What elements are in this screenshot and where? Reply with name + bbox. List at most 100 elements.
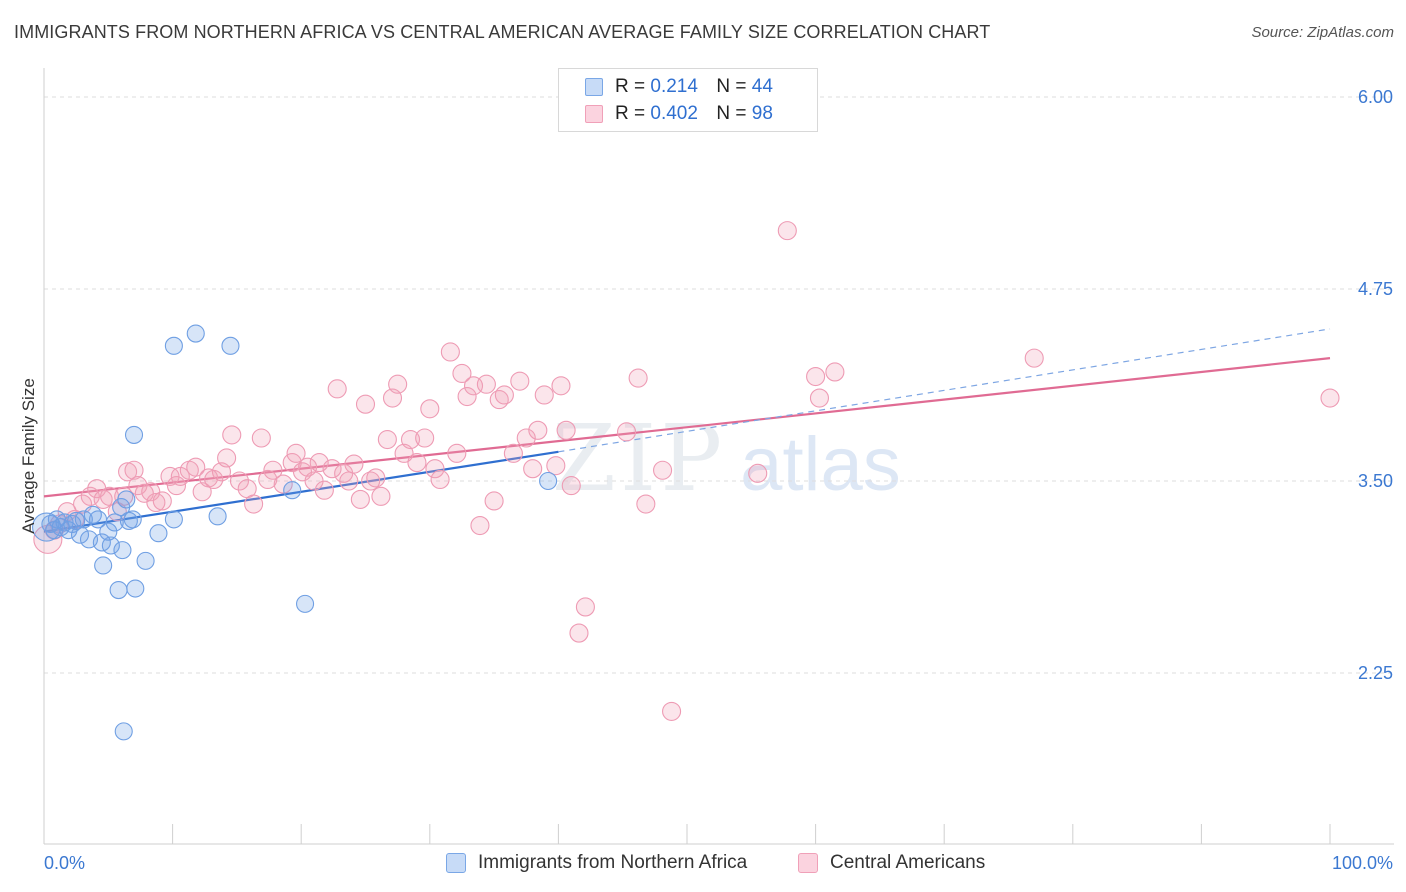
- x-tick-labels: 0.0% 100.0%: [44, 853, 1393, 873]
- point-central-americans: [494, 385, 514, 405]
- point-northern-africa: [126, 579, 145, 598]
- legend-swatch-pink: [585, 105, 603, 123]
- point-central-americans: [653, 460, 673, 480]
- point-northern-africa: [70, 525, 90, 544]
- point-central-americans: [777, 221, 797, 241]
- point-northern-africa: [114, 722, 133, 741]
- point-central-americans: [806, 367, 826, 387]
- legend-n-label: N =: [716, 76, 752, 97]
- point-central-americans: [1024, 348, 1044, 368]
- point-central-americans: [523, 459, 543, 479]
- y-axis-label: Average Family Size: [19, 378, 38, 534]
- point-central-americans: [244, 494, 264, 514]
- point-central-americans: [222, 425, 242, 445]
- point-central-americans: [361, 471, 381, 491]
- trend-line-central-americans: [43, 357, 1331, 498]
- point-central-americans: [636, 494, 656, 514]
- stats-legend: R = 0.214 N = 44 R = 0.402 N = 98: [558, 68, 818, 132]
- point-northern-africa: [164, 336, 183, 355]
- legend-n-value: 98: [751, 103, 773, 124]
- point-northern-africa: [296, 594, 315, 613]
- trend-line-northern-africa: [43, 450, 559, 533]
- legend-r-label: R =: [615, 76, 651, 97]
- legend-item-northern-africa[interactable]: Immigrants from Northern Africa: [446, 852, 747, 874]
- y-tick-label: 4.75: [1358, 279, 1393, 299]
- chart-title: IMMIGRANTS FROM NORTHERN AFRICA VS CENTR…: [14, 22, 991, 42]
- point-central-americans: [425, 459, 445, 479]
- point-northern-africa: [221, 336, 240, 355]
- point-northern-africa: [208, 507, 227, 526]
- point-central-americans: [314, 480, 334, 500]
- point-northern-africa: [149, 524, 168, 543]
- point-northern-africa: [113, 541, 132, 560]
- point-central-americans: [484, 491, 504, 511]
- point-central-americans: [430, 469, 450, 490]
- point-central-americans: [339, 471, 359, 491]
- point-central-americans: [516, 428, 536, 448]
- point-central-americans: [440, 342, 460, 362]
- watermark-atlas: atlas: [740, 422, 901, 507]
- point-central-americans: [503, 443, 523, 463]
- legend-swatch-blue: [585, 78, 603, 96]
- point-central-americans: [546, 456, 566, 476]
- legend-r-label: R =: [615, 103, 651, 124]
- legend-item-central-americans[interactable]: Central Americans: [798, 852, 985, 874]
- point-northern-africa: [117, 490, 136, 509]
- point-central-americans: [569, 623, 589, 643]
- point-northern-africa: [136, 551, 155, 570]
- point-central-americans: [447, 443, 467, 463]
- point-central-americans: [152, 491, 172, 511]
- point-northern-africa: [109, 581, 128, 600]
- point-central-americans: [407, 453, 427, 473]
- gridlines: [44, 96, 1394, 674]
- x-tick-label: 0.0%: [44, 853, 85, 873]
- point-central-americans: [371, 486, 391, 506]
- point-central-americans: [377, 429, 397, 450]
- point-central-americans: [809, 388, 830, 408]
- y-tick-label: 6.00: [1358, 87, 1393, 107]
- axes: [43, 68, 1394, 845]
- point-northern-africa: [283, 481, 302, 500]
- point-central-americans: [575, 597, 595, 617]
- legend-label-central-americans: Central Americans: [830, 852, 986, 873]
- y-tick-label: 2.25: [1358, 663, 1393, 683]
- legend-r-value: 0.402: [650, 103, 698, 124]
- legend-label-northern-africa: Immigrants from Northern Africa: [478, 852, 748, 873]
- point-central-americans: [617, 422, 637, 442]
- point-central-americans: [561, 476, 581, 496]
- point-northern-africa: [94, 556, 113, 575]
- point-northern-africa: [99, 522, 118, 541]
- legend-swatch-pink: [798, 853, 818, 873]
- x-ticks: [43, 824, 1331, 844]
- point-central-americans: [551, 376, 571, 396]
- source-label: Source: ZipAtlas.com: [1251, 24, 1394, 41]
- series-immigrants-northern-africa: [32, 324, 558, 741]
- trend-lines: [43, 328, 1331, 533]
- point-central-americans: [217, 448, 237, 468]
- point-central-americans: [229, 471, 250, 491]
- point-central-americans: [388, 374, 408, 394]
- point-northern-africa: [67, 511, 86, 530]
- point-central-americans: [452, 363, 472, 384]
- point-central-americans: [400, 429, 421, 450]
- point-northern-africa: [124, 425, 144, 444]
- point-central-americans: [662, 701, 682, 721]
- point-central-americans: [457, 386, 477, 407]
- y-tick-label: 3.50: [1358, 471, 1393, 491]
- point-central-americans: [322, 459, 342, 479]
- point-northern-africa: [164, 510, 183, 529]
- watermark-zip: ZIP: [552, 405, 727, 512]
- point-northern-africa: [123, 510, 142, 529]
- legend-row-pink: R = 0.402 N = 98: [585, 102, 773, 126]
- point-central-americans: [114, 486, 134, 506]
- point-central-americans: [825, 362, 845, 382]
- legend-swatch-blue: [446, 853, 466, 873]
- point-central-americans: [160, 466, 180, 486]
- legend-r-value: 0.214: [650, 76, 698, 97]
- point-central-americans: [327, 379, 347, 399]
- point-central-americans: [146, 492, 166, 513]
- point-central-americans: [355, 394, 376, 414]
- point-central-americans: [415, 428, 435, 448]
- legend-n-value: 44: [751, 76, 773, 97]
